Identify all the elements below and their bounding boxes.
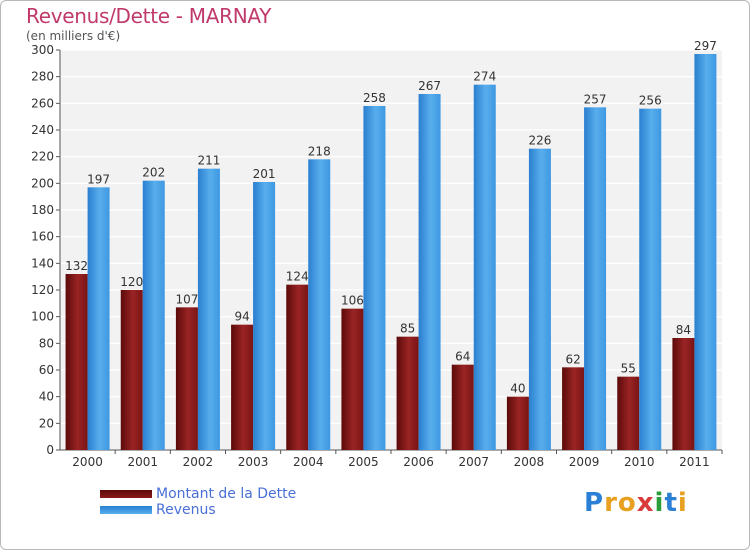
data-label-revenue: 256 bbox=[639, 94, 662, 108]
bar-debt bbox=[451, 364, 474, 450]
logo-letter: i bbox=[677, 488, 688, 518]
bar-debt bbox=[562, 367, 585, 450]
data-label-revenue: 297 bbox=[694, 39, 717, 53]
bars bbox=[65, 54, 717, 451]
bar-revenue bbox=[308, 159, 331, 451]
x-tick-label: 2008 bbox=[514, 455, 545, 469]
logo-letter: t bbox=[664, 488, 678, 518]
data-label-debt: 107 bbox=[175, 292, 198, 306]
bar-debt bbox=[65, 274, 88, 450]
bar-revenue bbox=[87, 187, 110, 451]
bar-debt bbox=[396, 336, 419, 450]
data-label-revenue: 197 bbox=[87, 172, 110, 186]
bar-debt bbox=[120, 290, 143, 450]
x-tick-label: 2010 bbox=[624, 455, 655, 469]
bar-revenue bbox=[694, 54, 717, 450]
bar-debt bbox=[617, 376, 640, 450]
bar-revenue bbox=[142, 180, 165, 450]
proxiti-logo: Proxiti bbox=[584, 488, 688, 518]
data-label-debt: 124 bbox=[286, 270, 309, 284]
y-tick-label: 20 bbox=[39, 416, 54, 430]
x-tick-label: 2000 bbox=[72, 455, 103, 469]
bar-debt bbox=[231, 324, 254, 450]
legend-swatch-revenue bbox=[100, 506, 152, 514]
bar-debt bbox=[341, 308, 364, 450]
y-tick-label: 240 bbox=[31, 123, 54, 137]
data-label-debt: 55 bbox=[621, 362, 636, 376]
x-tick-label: 2002 bbox=[183, 455, 214, 469]
y-tick-label: 300 bbox=[31, 43, 54, 57]
y-tick-label: 60 bbox=[39, 363, 54, 377]
legend-label-revenue: Revenus bbox=[156, 502, 216, 518]
y-tick-label: 140 bbox=[31, 256, 54, 270]
bar-revenue bbox=[197, 168, 220, 450]
data-label-revenue: 258 bbox=[363, 91, 386, 105]
data-label-revenue: 201 bbox=[253, 167, 276, 181]
data-label-debt: 132 bbox=[65, 259, 88, 273]
y-tick-label: 180 bbox=[31, 203, 54, 217]
logo-letter: P bbox=[584, 488, 605, 518]
data-label-revenue: 202 bbox=[142, 166, 165, 180]
logo-letter: x bbox=[636, 488, 655, 518]
y-tick-label: 220 bbox=[31, 150, 54, 164]
bar-revenue bbox=[584, 107, 607, 450]
chart-title: Revenus/Dette - MARNAY bbox=[26, 4, 272, 28]
data-label-revenue: 211 bbox=[197, 154, 220, 168]
bar-debt bbox=[286, 284, 309, 450]
x-tick-label: 2005 bbox=[348, 455, 379, 469]
y-tick-label: 0 bbox=[46, 443, 54, 457]
data-label-debt: 120 bbox=[120, 275, 143, 289]
legend-label-debt: Montant de la Dette bbox=[156, 486, 297, 502]
data-label-revenue: 274 bbox=[473, 70, 496, 84]
x-tick-label: 2011 bbox=[679, 455, 710, 469]
data-label-debt: 85 bbox=[400, 322, 415, 336]
y-tick-label: 80 bbox=[39, 336, 54, 350]
bar-revenue bbox=[473, 84, 496, 451]
data-label-revenue: 267 bbox=[418, 79, 441, 93]
logo-letter: i bbox=[654, 488, 665, 518]
logo-letter: o bbox=[617, 488, 637, 518]
chart-subtitle: (en milliers d'€) bbox=[26, 29, 121, 43]
bar-debt bbox=[672, 338, 695, 450]
y-tick-label: 260 bbox=[31, 96, 54, 110]
data-label-debt: 64 bbox=[455, 350, 470, 364]
y-tick-label: 160 bbox=[31, 230, 54, 244]
bar-revenue bbox=[528, 148, 551, 450]
bar-revenue bbox=[639, 108, 662, 451]
data-label-revenue: 257 bbox=[584, 92, 607, 106]
labels: 0204060801001201401601802002202402602803… bbox=[31, 39, 717, 469]
bar-revenue bbox=[363, 106, 386, 450]
bar-debt bbox=[175, 307, 198, 450]
y-tick-label: 40 bbox=[39, 390, 54, 404]
logo-letter: r bbox=[604, 488, 618, 518]
y-tick-label: 120 bbox=[31, 283, 54, 297]
x-tick-label: 2006 bbox=[403, 455, 434, 469]
x-tick-label: 2004 bbox=[293, 455, 324, 469]
data-label-debt: 106 bbox=[341, 294, 364, 308]
y-tick-label: 200 bbox=[31, 176, 54, 190]
data-label-debt: 94 bbox=[234, 310, 249, 324]
data-label-debt: 62 bbox=[565, 352, 580, 366]
x-tick-label: 2003 bbox=[238, 455, 269, 469]
data-label-revenue: 226 bbox=[528, 134, 551, 148]
y-tick-label: 100 bbox=[31, 310, 54, 324]
data-label-debt: 40 bbox=[510, 382, 525, 396]
x-tick-label: 2001 bbox=[127, 455, 158, 469]
bar-revenue bbox=[418, 94, 441, 450]
x-tick-label: 2007 bbox=[458, 455, 489, 469]
data-label-revenue: 218 bbox=[308, 144, 331, 158]
bar-revenue bbox=[253, 182, 276, 450]
plot-area bbox=[60, 50, 722, 450]
y-tick-label: 280 bbox=[31, 70, 54, 84]
data-label-debt: 84 bbox=[676, 323, 691, 337]
axes bbox=[56, 49, 723, 454]
legend-swatch-debt bbox=[100, 490, 152, 498]
bar-debt bbox=[506, 396, 529, 450]
x-tick-label: 2009 bbox=[569, 455, 600, 469]
